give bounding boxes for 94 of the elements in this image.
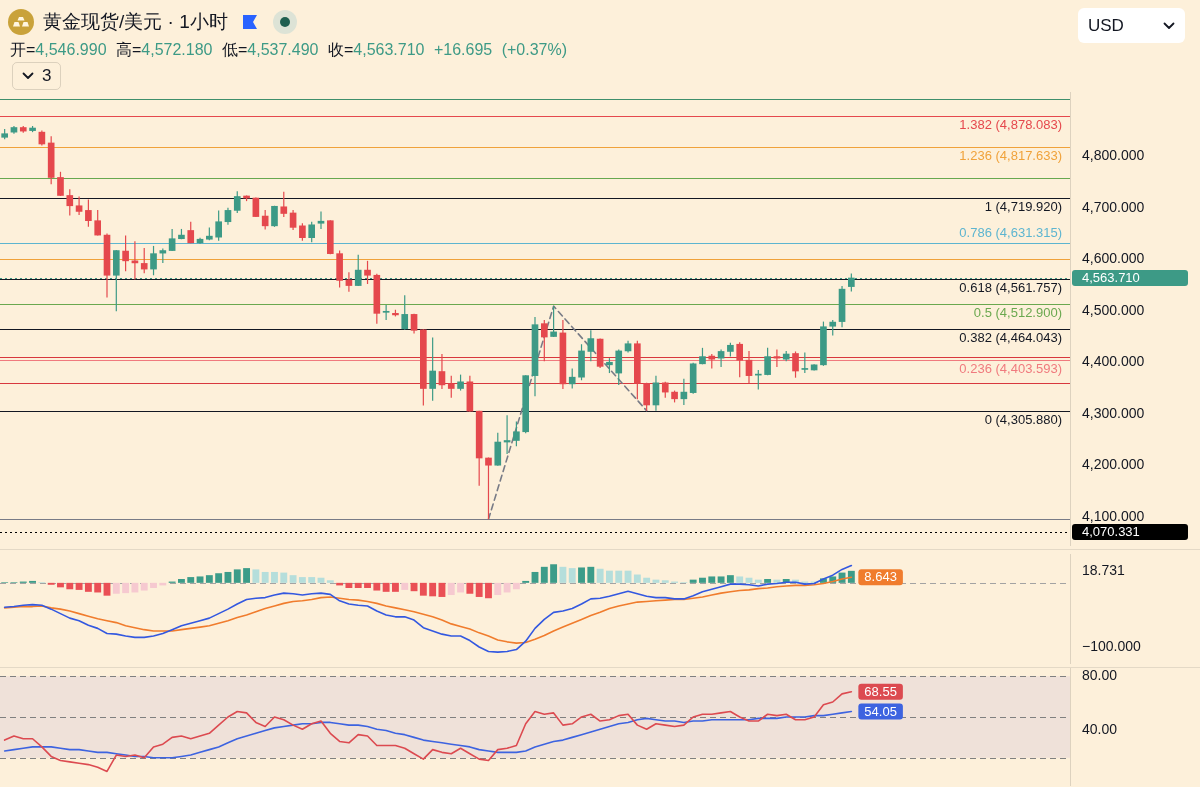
y-tick-label: 4,300.000: [1082, 404, 1145, 421]
y-axis-title: USD: [1088, 15, 1124, 36]
bar: [187, 577, 195, 583]
bar: [298, 577, 306, 583]
bar: [196, 576, 204, 583]
bar: [754, 579, 762, 583]
data-label: 68.55: [864, 683, 897, 699]
bar: [112, 582, 120, 594]
bar: [84, 582, 92, 592]
currency-dropdown: USD: [1078, 8, 1185, 43]
y-tick-label: 4,100.000: [1082, 507, 1145, 524]
bar: [373, 582, 381, 591]
ref-line-label: 1.236 (4,817.633): [959, 148, 1062, 164]
bar: [382, 582, 390, 592]
bar: [494, 582, 502, 596]
y-tick-label: 80.00: [1082, 667, 1118, 684]
ref-line-label: 0.786 (4,631.315): [959, 225, 1062, 241]
bar: [699, 577, 706, 583]
y-tick-label: 18.731: [1082, 561, 1126, 578]
bar: [122, 582, 130, 594]
bar: [512, 582, 520, 590]
bar: [503, 582, 511, 593]
ref-line-label: 1.382 (4,878.083): [959, 117, 1062, 133]
bar: [485, 582, 492, 599]
y-tick-label: −100.000: [1082, 637, 1141, 654]
bar: [326, 580, 334, 583]
text: 开=4,546.990 高=4,572.180 低=4,537.490 收=4,563.710 +16.695 (+0.37%): [10, 41, 568, 58]
y-tick-label: 4,500.000: [1082, 301, 1145, 318]
data-label: 54.05: [864, 703, 897, 719]
bar: [596, 568, 604, 583]
bar: [605, 570, 613, 583]
bar: [401, 582, 409, 590]
bar: [847, 570, 855, 583]
bar: [243, 568, 251, 583]
bar: [633, 574, 641, 583]
bar: [252, 569, 260, 583]
bar: [708, 576, 716, 583]
bar: [177, 579, 185, 583]
bar: [75, 582, 83, 590]
bar: [364, 582, 371, 588]
bar: [271, 571, 278, 583]
bar: [94, 582, 102, 593]
chart-title: 黄金现货/美元 · 1小时: [43, 10, 228, 34]
bar: [215, 573, 223, 583]
bar: [578, 567, 585, 583]
ref-line-label: 4,563.710: [1082, 270, 1140, 286]
bar: [345, 582, 353, 588]
y-tick-label: 4,600.000: [1082, 250, 1145, 267]
bar: [559, 566, 567, 583]
ref-line-label: 0.5 (4,512.900): [973, 305, 1062, 321]
bar: [568, 568, 576, 583]
ref-line-label: 0.382 (4,464.043): [959, 330, 1062, 346]
y-tick-label: 4,700.000: [1082, 198, 1145, 215]
bar: [717, 576, 725, 583]
bar: [643, 577, 651, 583]
bar: [457, 582, 465, 593]
bar: [540, 566, 548, 583]
bar: [736, 576, 744, 583]
bar: [205, 575, 213, 583]
bar: [391, 582, 399, 592]
bar: [308, 577, 316, 583]
y-tick-label: 4,200.000: [1082, 456, 1145, 473]
bar: [447, 582, 455, 596]
bar: [661, 580, 669, 583]
bar: [280, 572, 288, 583]
bar: [354, 582, 362, 588]
bar: [689, 579, 697, 583]
data-label: 8.643: [864, 569, 897, 585]
bar: [233, 569, 241, 583]
y-tick-label: 40.00: [1082, 721, 1118, 738]
y-tick-label: 4,400.000: [1082, 353, 1145, 370]
bar: [140, 582, 148, 591]
ref-line-label: 0.618 (4,561.757): [959, 280, 1062, 296]
ref-line-label: 1 (4,719.920): [984, 198, 1062, 214]
bar: [587, 566, 595, 583]
ref-line-label: 4,070.331: [1082, 524, 1140, 540]
bar: [726, 575, 734, 583]
bar: [66, 582, 74, 590]
ref-line-label: 0.236 (4,403.593): [959, 361, 1062, 377]
bar: [475, 582, 483, 597]
bar: [764, 579, 772, 583]
bar: [289, 575, 297, 583]
bar: [466, 582, 474, 594]
toggle-button: 3: [12, 62, 62, 90]
bar: [615, 570, 623, 583]
bar: [131, 582, 139, 593]
bar: [261, 571, 269, 583]
bar: [57, 582, 64, 588]
bar: [429, 582, 437, 597]
y-tick-label: 4,800.000: [1082, 147, 1145, 164]
ref-line-label: 0 (4,305.880): [984, 411, 1062, 427]
bar: [419, 582, 427, 596]
bar: [150, 582, 157, 588]
bar: [550, 564, 558, 583]
